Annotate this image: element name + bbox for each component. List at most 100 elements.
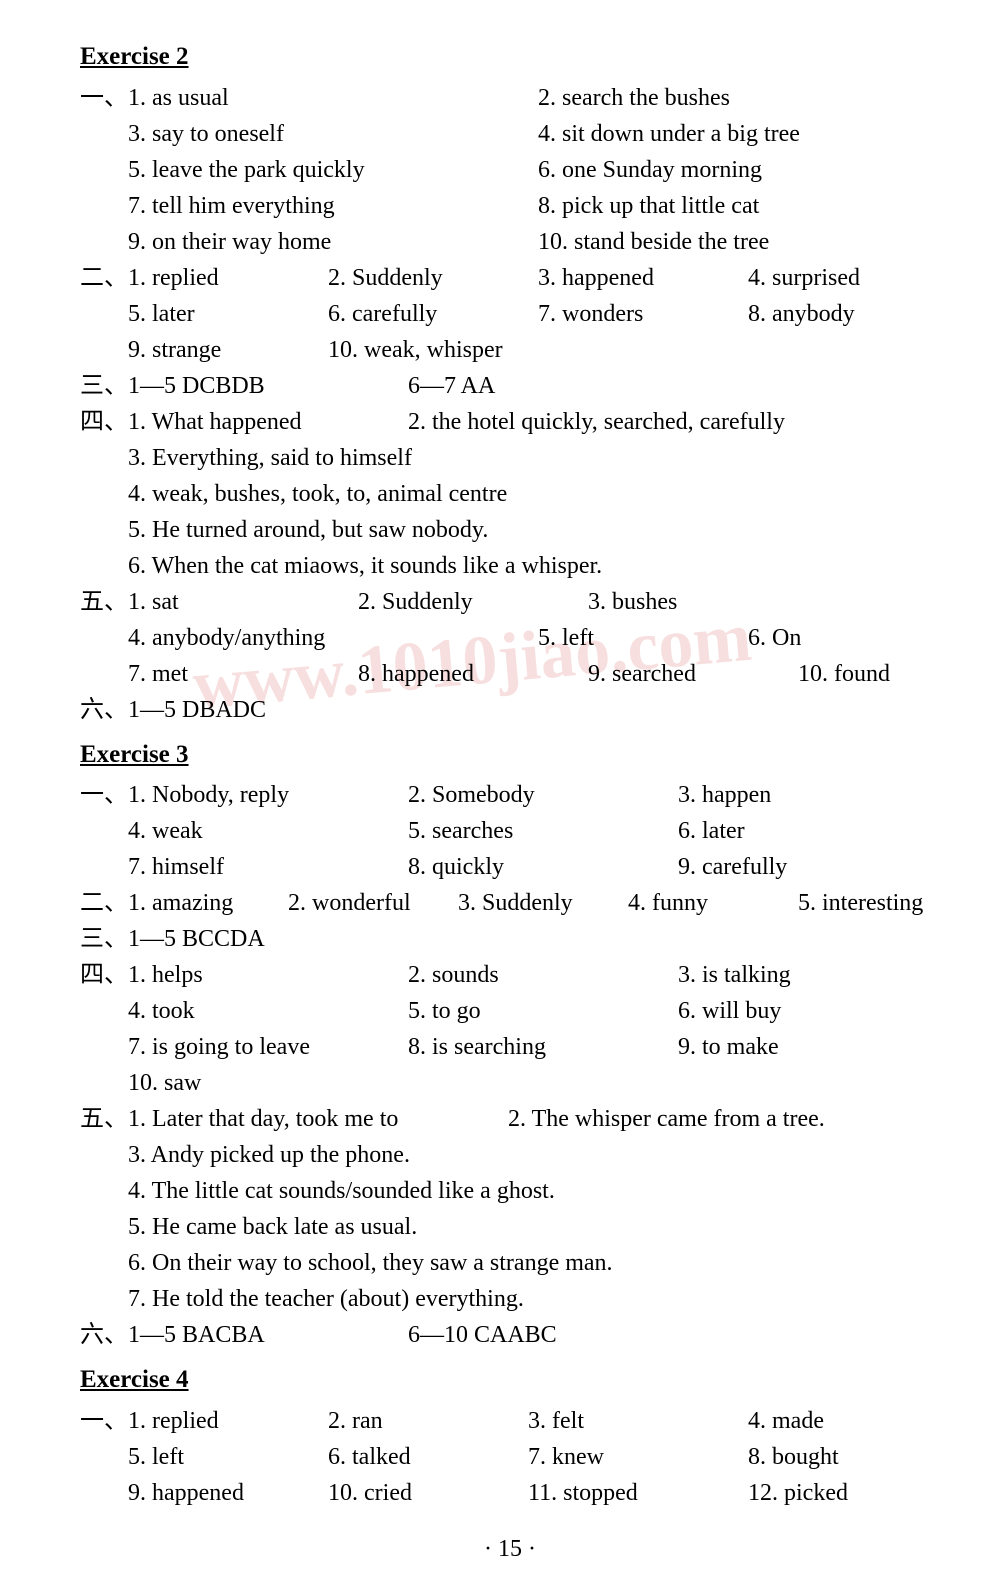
ex3-s2-i4: 4. funny (628, 885, 798, 921)
ex2-s5-i2: 2. Suddenly (358, 584, 588, 620)
ex2-s1-label: 一、 (80, 80, 128, 116)
ex3-s4-i10: 10. saw (128, 1065, 940, 1101)
ex3-s1-i7: 7. himself (128, 849, 408, 885)
ex2-s4-i3: 3. Everything, said to himself (128, 440, 940, 476)
ex3-s1-i9: 9. carefully (678, 849, 787, 885)
ex4-s1-i1: 1. replied (128, 1403, 328, 1439)
ex2-s5-i5: 5. left (538, 620, 748, 656)
ex3-s6-a: 1—5 BACBA (128, 1317, 408, 1353)
ex3-s4-label: 四、 (80, 957, 128, 993)
ex2-s4-i2: 2. the hotel quickly, searched, carefull… (408, 404, 785, 440)
ex4-s1-i6: 6. talked (328, 1439, 528, 1475)
ex3-s1-i6: 6. later (678, 813, 745, 849)
ex3-s1-i8: 8. quickly (408, 849, 678, 885)
ex2-s2-i2: 2. Suddenly (328, 260, 538, 296)
ex2-s1-row4: 7. tell him everything 8. pick up that l… (128, 188, 940, 224)
ex2-s5-i8: 8. happened (358, 656, 588, 692)
ex4-s1-i7: 7. knew (528, 1439, 748, 1475)
ex3-s4-i7: 7. is going to leave (128, 1029, 408, 1065)
ex2-s4-i5: 5. He turned around, but saw nobody. (128, 512, 940, 548)
ex2-s1-i3: 3. say to oneself (128, 116, 538, 152)
exercise-3-title: Exercise 3 (80, 736, 940, 774)
ex2-s2-label: 二、 (80, 260, 128, 296)
ex4-s1-i8: 8. bought (748, 1439, 839, 1475)
ex2-s2-i10: 10. weak, whisper (328, 332, 503, 368)
ex4-s1-row2: 5. left 6. talked 7. knew 8. bought (128, 1439, 940, 1475)
ex2-s1-i4: 4. sit down under a big tree (538, 116, 800, 152)
ex3-s5-label: 五、 (80, 1101, 128, 1137)
ex3-s6-label: 六、 (80, 1317, 128, 1353)
ex3-s1-row1: 一、 1. Nobody, reply 2. Somebody 3. happe… (80, 777, 940, 813)
ex3-s3-row: 三、 1—5 BCCDA (80, 921, 940, 957)
ex2-s5-row1: 五、 1. sat 2. Suddenly 3. bushes (80, 584, 940, 620)
ex3-s2-i1: 1. amazing (128, 885, 288, 921)
ex2-s2-i4: 4. surprised (748, 260, 860, 296)
page-number: · 15 · (80, 1531, 940, 1567)
ex3-s4-i1: 1. helps (128, 957, 408, 993)
ex2-s5-row3: 7. met 8. happened 9. searched 10. found (128, 656, 940, 692)
ex3-s1-i2: 2. Somebody (408, 777, 678, 813)
ex2-s1-i10: 10. stand beside the tree (538, 224, 769, 260)
ex4-s1-i5: 5. left (128, 1439, 328, 1475)
page-content: Exercise 2 一、 1. as usual 2. search the … (0, 0, 1000, 1587)
ex3-s2-row: 二、 1. amazing 2. wonderful 3. Suddenly 4… (80, 885, 940, 921)
ex3-s4-i4: 4. took (128, 993, 408, 1029)
ex2-s5-i7: 7. met (128, 656, 358, 692)
ex2-s1-i9: 9. on their way home (128, 224, 538, 260)
ex4-s1-label: 一、 (80, 1403, 128, 1439)
ex3-s5-i5: 5. He came back late as usual. (128, 1209, 940, 1245)
ex2-s6-label: 六、 (80, 692, 128, 728)
ex3-s6-b: 6—10 CAABC (408, 1317, 557, 1353)
ex3-s1-i5: 5. searches (408, 813, 678, 849)
ex3-s5-i2: 2. The whisper came from a tree. (508, 1101, 825, 1137)
ex3-s4-i6: 6. will buy (678, 993, 781, 1029)
ex4-s1-i2: 2. ran (328, 1403, 528, 1439)
ex3-s3-label: 三、 (80, 921, 128, 957)
ex4-s1-row3: 9. happened 10. cried 11. stopped 12. pi… (128, 1475, 940, 1511)
ex2-s6-a: 1—5 DBADC (128, 692, 266, 728)
ex3-s4-i9: 9. to make (678, 1029, 779, 1065)
ex2-s5-row2: 4. anybody/anything 5. left 6. On (128, 620, 940, 656)
ex3-s5-i7: 7. He told the teacher (about) everythin… (128, 1281, 940, 1317)
ex3-s4-row1: 四、 1. helps 2. sounds 3. is talking (80, 957, 940, 993)
ex3-s2-label: 二、 (80, 885, 128, 921)
ex2-s3-a: 1—5 DCBDB (128, 368, 408, 404)
ex2-s2-i5: 5. later (128, 296, 328, 332)
ex3-s6-row: 六、 1—5 BACBA 6—10 CAABC (80, 1317, 940, 1353)
ex2-s4-label: 四、 (80, 404, 128, 440)
ex4-s1-i12: 12. picked (748, 1475, 848, 1511)
ex2-s4-i6: 6. When the cat miaows, it sounds like a… (128, 548, 940, 584)
ex3-s5-i4: 4. The little cat sounds/sounded like a … (128, 1173, 940, 1209)
ex2-s1-i2: 2. search the bushes (538, 80, 730, 116)
ex2-s3-row: 三、 1—5 DCBDB 6—7 AA (80, 368, 940, 404)
ex2-s1-row5: 9. on their way home 10. stand beside th… (128, 224, 940, 260)
ex3-s4-row3: 7. is going to leave 8. is searching 9. … (128, 1029, 940, 1065)
ex2-s5-i4: 4. anybody/anything (128, 620, 538, 656)
ex2-s5-i9: 9. searched (588, 656, 798, 692)
ex2-s1-i6: 6. one Sunday morning (538, 152, 762, 188)
ex2-s2-i6: 6. carefully (328, 296, 538, 332)
ex2-s2-i1: 1. replied (128, 260, 328, 296)
ex3-s1-i3: 3. happen (678, 777, 771, 813)
ex2-s6-row: 六、 1—5 DBADC (80, 692, 940, 728)
ex2-s1-i1: 1. as usual (128, 80, 538, 116)
ex3-s1-label: 一、 (80, 777, 128, 813)
ex2-s1-i5: 5. leave the park quickly (128, 152, 538, 188)
ex3-s4-i8: 8. is searching (408, 1029, 678, 1065)
ex2-s2-i7: 7. wonders (538, 296, 748, 332)
ex2-s5-i6: 6. On (748, 620, 801, 656)
ex2-s2-row2: 5. later 6. carefully 7. wonders 8. anyb… (128, 296, 940, 332)
ex2-s5-i1: 1. sat (128, 584, 358, 620)
ex3-s4-i5: 5. to go (408, 993, 678, 1029)
ex2-s1-i8: 8. pick up that little cat (538, 188, 759, 224)
ex2-s1-i7: 7. tell him everything (128, 188, 538, 224)
ex2-s2-row3: 9. strange 10. weak, whisper (128, 332, 940, 368)
ex2-s2-i3: 3. happened (538, 260, 748, 296)
ex3-s1-row3: 7. himself 8. quickly 9. carefully (128, 849, 940, 885)
ex3-s1-i4: 4. weak (128, 813, 408, 849)
ex3-s3-a: 1—5 BCCDA (128, 921, 265, 957)
ex2-s1-row2: 3. say to oneself 4. sit down under a bi… (128, 116, 940, 152)
ex4-s1-i9: 9. happened (128, 1475, 328, 1511)
ex4-s1-i11: 11. stopped (528, 1475, 748, 1511)
ex2-s5-i10: 10. found (798, 656, 890, 692)
